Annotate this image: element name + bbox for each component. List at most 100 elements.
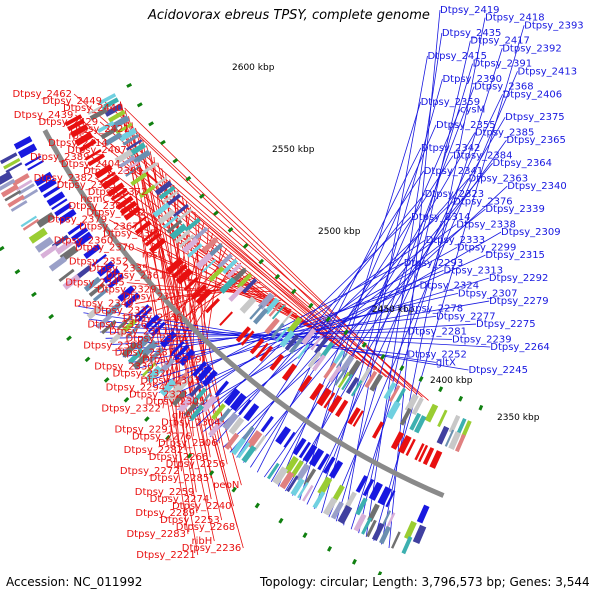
feature-block <box>141 362 157 377</box>
feature-block <box>429 450 443 469</box>
feature-block <box>385 512 396 530</box>
feature-block <box>154 180 173 196</box>
feature-block <box>123 205 142 221</box>
forward-gene-label: Dtpsy_2345 <box>65 278 125 289</box>
reverse-gene-label: Dtpsy_2341 <box>424 166 484 177</box>
tick-mark <box>308 302 314 309</box>
reverse-gene-label: Dtpsy_2275 <box>476 319 536 330</box>
feature-block <box>334 369 347 386</box>
tick-mark <box>31 291 37 298</box>
feature-block <box>290 477 305 497</box>
feature-block <box>336 352 348 369</box>
feature-block <box>71 227 89 242</box>
feature-block <box>171 389 188 407</box>
feature-block <box>264 317 280 335</box>
feature-block <box>192 387 207 404</box>
reverse-gene-label: Dtpsy_2415 <box>427 51 487 62</box>
feature-block <box>231 267 248 284</box>
feature-block <box>64 114 83 127</box>
forward-gene-label: Dtpsy_2272 <box>120 466 180 477</box>
reverse-gene-label: Dtpsy_2385 <box>475 128 535 139</box>
feature-block <box>208 420 224 438</box>
feature-block <box>178 348 196 366</box>
feature-block <box>263 297 280 315</box>
feature-block <box>323 497 338 516</box>
forward-gene-label: Dtpsy_2266 <box>149 452 209 463</box>
feature-block <box>196 364 213 383</box>
forward-gene-label: Dtpsy_2429 <box>39 117 99 128</box>
forward-leader-line <box>181 195 224 423</box>
forward-gene-label: Dtpsy_2303 <box>140 375 200 386</box>
reverse-leader-line <box>243 162 493 463</box>
feature-block <box>127 348 145 365</box>
feature-block <box>99 171 116 184</box>
forward-gene-label: hemC <box>80 194 109 205</box>
feature-block <box>381 510 392 528</box>
feature-block <box>132 149 151 165</box>
feature-block <box>416 504 430 524</box>
forward-gene-label: Dtpsy_2236 <box>182 543 242 554</box>
feature-block <box>95 314 113 330</box>
feature-block <box>345 376 360 395</box>
feature-block <box>455 434 466 453</box>
feature-block <box>157 208 176 225</box>
reverse-gene-label: Dtpsy_2279 <box>489 296 549 307</box>
feature-block <box>98 93 117 105</box>
reverse-gene-label: Dtpsy_2359 <box>421 97 481 108</box>
feature-block <box>241 445 257 463</box>
feature-block <box>134 304 150 319</box>
feature-block <box>302 444 318 463</box>
reverse-gene-label: Dtpsy_2418 <box>485 13 545 24</box>
feature-block <box>286 316 303 335</box>
feature-block <box>355 475 368 493</box>
feature-block <box>284 334 300 351</box>
feature-block <box>379 525 391 545</box>
forward-gene-label: Dtpsy_2383 <box>57 180 117 191</box>
feature-block <box>186 243 203 258</box>
feature-block <box>165 384 183 403</box>
reverse-gene-label: Dtpsy_2299 <box>457 242 517 253</box>
forward-gene-label: Dtpsy_2285 <box>150 473 210 484</box>
forward-gene-label: Dtpsy_2304 <box>161 417 221 428</box>
reverse-gene-label: Dtpsy_2264 <box>490 342 550 353</box>
reverse-gene-label: Dtpsy_2324 <box>420 281 480 292</box>
feature-block <box>260 415 274 433</box>
feature-block <box>107 273 125 289</box>
reverse-gene-label: Dtpsy_2376 <box>453 196 513 207</box>
forward-gene-label: rpsT <box>68 131 91 142</box>
tick-mark <box>325 316 331 323</box>
reverse-gene-label: Dtpsy_2392 <box>502 43 562 54</box>
reverse-leader-line <box>164 254 486 399</box>
forward-leader-line <box>144 170 364 363</box>
feature-block <box>201 259 216 273</box>
feature-block <box>308 448 325 467</box>
feature-block <box>169 223 188 240</box>
feature-block <box>253 435 267 452</box>
feature-block <box>289 337 304 354</box>
feature-block <box>83 243 102 259</box>
feature-block <box>368 481 383 501</box>
tick-mark <box>213 210 219 216</box>
feature-block <box>121 341 139 358</box>
feature-block <box>192 361 208 377</box>
feature-block <box>86 303 105 320</box>
feature-block <box>383 381 397 400</box>
feature-block <box>152 202 171 218</box>
feature-block <box>269 353 284 371</box>
forward-gene-label: Dtpsy_2337 <box>115 347 175 358</box>
feature-block <box>200 395 218 413</box>
feature-block <box>224 388 241 406</box>
tick-mark <box>399 365 405 372</box>
feature-block <box>184 217 201 233</box>
feature-block <box>13 136 33 150</box>
feature-block <box>150 321 166 337</box>
feature-block <box>104 132 123 147</box>
tick-mark <box>438 386 444 393</box>
kbp-label: 2600 kbp <box>232 63 275 73</box>
forward-gene-label: Dtpsy_2372 <box>88 187 148 198</box>
feature-block <box>101 174 120 190</box>
forward-gene-label: Dtpsy_2370 <box>75 243 135 254</box>
feature-block <box>171 263 188 279</box>
reverse-leader-line <box>209 201 454 438</box>
feature-block <box>11 173 30 187</box>
